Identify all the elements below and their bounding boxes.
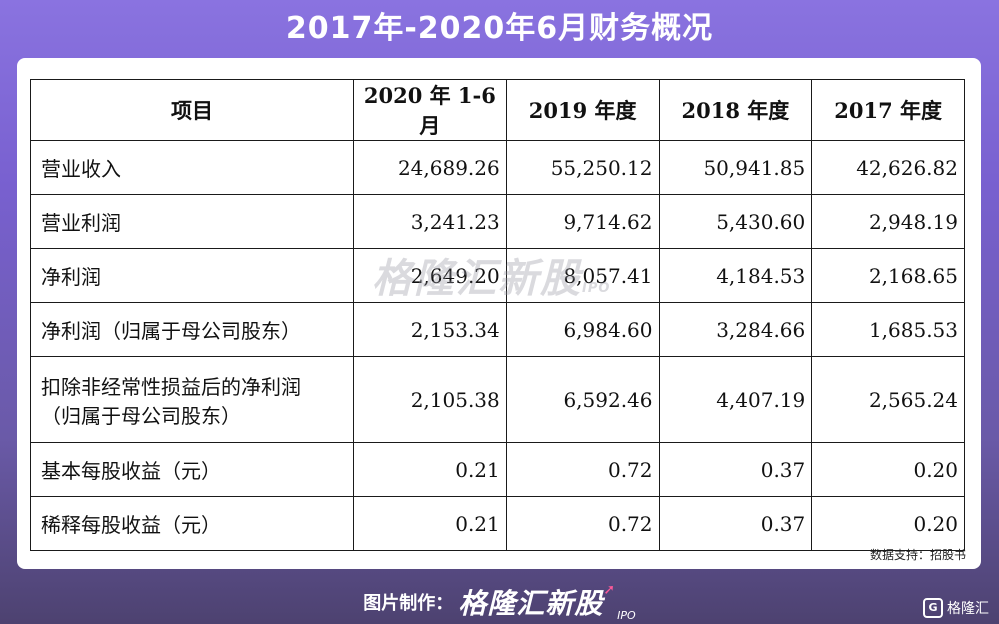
cell-value: 0.20 — [811, 442, 965, 497]
page-title: 2017年-2020年6月财务概况 — [285, 11, 714, 46]
table-row: 稀释每股收益（元） 0.21 0.72 0.37 0.20 — [30, 496, 965, 551]
brand-sub: IPO — [617, 609, 636, 622]
cell-value: 0.37 — [658, 496, 813, 551]
cell-value: 2,565.24 — [811, 356, 965, 443]
cell-value: 0.21 — [353, 442, 507, 497]
cell-value: 5,430.60 — [658, 194, 813, 249]
row-label: 净利润（归属于母公司股东） — [30, 302, 354, 357]
cell-value: 0.72 — [505, 496, 660, 551]
footer-credit: 图片制作： 格隆汇新股➚IPO — [0, 582, 999, 622]
cell-value: 2,105.38 — [353, 356, 507, 443]
cell-value: 50,941.85 — [658, 140, 813, 195]
header-2018: 2018 年度 — [658, 79, 813, 141]
cell-value: 0.72 — [505, 442, 660, 497]
cell-value: 2,153.34 — [353, 302, 507, 357]
row-label: 营业利润 — [30, 194, 354, 249]
header-2017: 2017 年度 — [811, 79, 965, 141]
cell-value: 3,284.66 — [658, 302, 813, 357]
row-label: 稀释每股收益（元） — [30, 496, 354, 551]
cell-value: 9,714.62 — [505, 194, 660, 249]
cell-value: 1,685.53 — [811, 302, 965, 357]
header-item: 项目 — [30, 79, 354, 141]
row-label: 净利润 — [30, 248, 354, 303]
header-2020h1: 2020 年 1-6 月 — [353, 79, 507, 141]
cell-value: 2,649.20 — [353, 248, 507, 303]
cell-value: 6,984.60 — [505, 302, 660, 357]
credit-label: 图片制作： — [363, 593, 454, 614]
row-label: 扣除非经常性损益后的净利润 （归属于母公司股东） — [30, 356, 354, 443]
cell-value: 6,592.46 — [505, 356, 660, 443]
corner-logo: G 格隆汇 — [923, 598, 989, 618]
cell-value: 2,948.19 — [811, 194, 965, 249]
brand-logo: 格隆汇新股 — [458, 587, 604, 620]
row-label: 基本每股收益（元） — [30, 442, 354, 497]
source-note: 数据支持：招股书 — [869, 548, 966, 562]
cell-value: 4,407.19 — [658, 356, 813, 443]
cell-value: 42,626.82 — [811, 140, 965, 195]
cell-value: 0.20 — [811, 496, 965, 551]
cell-value: 24,689.26 — [353, 140, 507, 195]
table-row: 净利润（归属于母公司股东） 2,153.34 6,984.60 3,284.66… — [30, 302, 965, 357]
cell-value: 0.37 — [658, 442, 813, 497]
table-header-row: 项目 2020 年 1-6 月 2019 年度 2018 年度 2017 年度 — [30, 79, 965, 141]
content-panel: 项目 2020 年 1-6 月 2019 年度 2018 年度 2017 年度 … — [17, 58, 981, 569]
cell-value: 3,241.23 — [353, 194, 507, 249]
table-row: 净利润 2,649.20 8,057.41 4,184.53 2,168.65 — [30, 248, 965, 303]
cell-value: 2,168.65 — [811, 248, 965, 303]
arrow-icon: ➚ — [603, 582, 616, 598]
cell-value: 8,057.41 — [505, 248, 660, 303]
cell-value: 55,250.12 — [505, 140, 660, 195]
table-row: 扣除非经常性损益后的净利润 （归属于母公司股东） 2,105.38 6,592.… — [30, 356, 965, 443]
row-label-line2: （归属于母公司股东） — [41, 403, 241, 428]
cell-value: 0.21 — [353, 496, 507, 551]
corner-label: 格隆汇 — [947, 601, 989, 617]
row-label-line1: 扣除非经常性损益后的净利润 — [41, 374, 301, 399]
cell-value: 4,184.53 — [658, 248, 813, 303]
table-row: 基本每股收益（元） 0.21 0.72 0.37 0.20 — [30, 442, 965, 497]
financial-table: 项目 2020 年 1-6 月 2019 年度 2018 年度 2017 年度 … — [30, 79, 965, 551]
table-row: 营业收入 24,689.26 55,250.12 50,941.85 42,62… — [30, 140, 965, 195]
logo-icon: G — [923, 598, 943, 618]
row-label: 营业收入 — [30, 140, 354, 195]
header-2019: 2019 年度 — [505, 79, 660, 141]
table-row: 营业利润 3,241.23 9,714.62 5,430.60 2,948.19 — [30, 194, 965, 249]
